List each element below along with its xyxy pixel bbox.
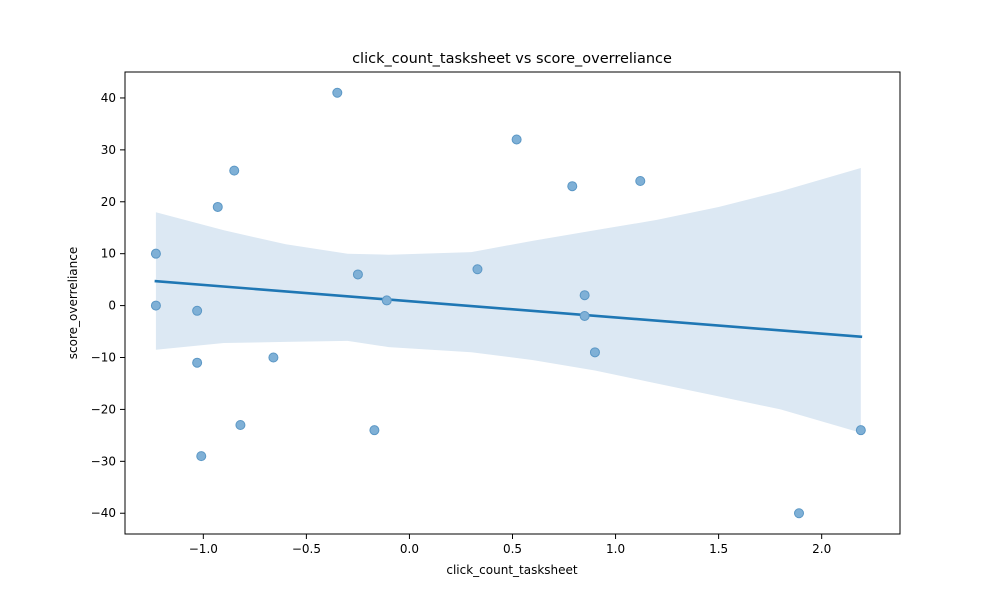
scatter-point xyxy=(579,290,590,301)
scatter-point xyxy=(579,310,590,321)
scatter-point xyxy=(511,134,522,145)
y-tick-label: −40 xyxy=(91,506,116,520)
scatter-point xyxy=(472,264,483,275)
scatter-point xyxy=(381,295,392,306)
scatter-point xyxy=(567,181,578,192)
confidence-band-layer xyxy=(155,168,861,433)
scatter-point xyxy=(268,352,279,363)
y-tick-label: −30 xyxy=(91,454,116,468)
y-tick-label: 10 xyxy=(101,247,116,261)
y-tick-label: 0 xyxy=(108,299,116,313)
chart-title: click_count_tasksheet vs score_overrelia… xyxy=(352,51,672,67)
x-tick-label: 1.0 xyxy=(606,542,625,556)
x-axis-ticks: −1.0 −0.5 0.0 0.5 1.0 1.5 2.0 xyxy=(189,534,831,556)
y-axis-title: score_overreliance xyxy=(66,247,80,359)
plot-area xyxy=(124,71,901,535)
y-axis-ticks: −40 −30 −20 −10 0 10 20 30 40 xyxy=(91,91,125,520)
y-tick-label: −10 xyxy=(91,351,116,365)
y-tick-label: 30 xyxy=(101,143,116,157)
scatter-point xyxy=(794,508,805,519)
scatter-point xyxy=(150,248,161,259)
scatter-point xyxy=(229,165,240,176)
scatter-point xyxy=(196,451,207,462)
scatter-point xyxy=(855,425,866,436)
scatter-point xyxy=(589,347,600,358)
x-tick-label: 1.5 xyxy=(709,542,728,556)
y-tick-label: 40 xyxy=(101,91,116,105)
scatter-point xyxy=(369,425,380,436)
x-tick-label: 2.0 xyxy=(812,542,831,556)
y-tick-label: 20 xyxy=(101,195,116,209)
scatter-point xyxy=(235,419,246,430)
scatter-point xyxy=(192,357,203,368)
scatter-point xyxy=(352,269,363,280)
scatter-point xyxy=(150,300,161,311)
x-axis-title: click_count_tasksheet xyxy=(446,563,578,577)
scatter-point xyxy=(192,305,203,316)
scatter-point xyxy=(212,201,223,212)
x-tick-label: 0.5 xyxy=(503,542,522,556)
regression-line xyxy=(154,279,863,339)
x-tick-label: −1.0 xyxy=(189,542,218,556)
confidence-band xyxy=(155,168,861,433)
regression-line-layer xyxy=(154,279,863,339)
x-tick-label: −0.5 xyxy=(292,542,321,556)
x-tick-label: 0.0 xyxy=(400,542,419,556)
scatter-point xyxy=(635,176,646,187)
y-tick-label: −20 xyxy=(91,402,116,416)
scatter-point xyxy=(332,87,343,98)
scatter-points xyxy=(150,87,866,519)
